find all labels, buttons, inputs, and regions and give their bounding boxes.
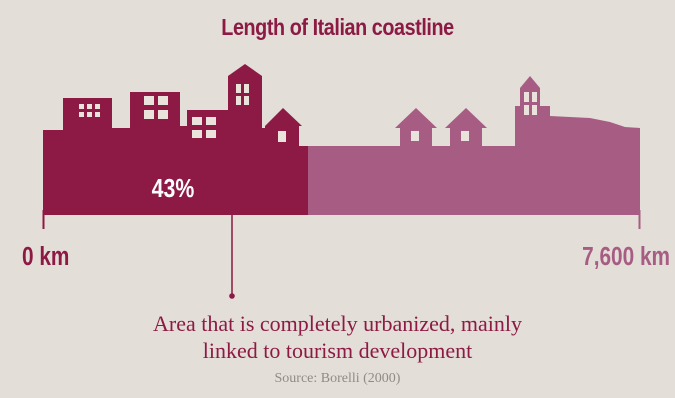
annotation-leader-dot [229,293,235,299]
tower-window [532,92,537,102]
building-window [95,104,100,109]
building-window [206,130,216,138]
source-note: Source: Borelli (2000) [274,371,401,386]
building-window [206,117,216,125]
building-window [192,130,202,138]
tower-window [524,105,529,115]
scale-min-label: 0 km [22,242,69,271]
building-window [95,112,100,117]
tower-window [244,84,249,93]
rest-of-coastline [308,76,640,215]
building-window [144,110,154,119]
annotation-line-1: Area that is completely urbanized, mainl… [153,311,522,336]
scale-max-label: 7,600 km [582,242,670,271]
rest-coastline-bar [308,76,640,215]
building-window [192,117,202,125]
percentage-label: 43% [152,174,195,204]
building-window [79,112,84,117]
tower-window [236,84,241,93]
tower-window [244,96,249,105]
house-window [461,131,469,141]
building-window [158,110,168,119]
tower-window [524,92,529,102]
building-window [79,104,84,109]
building-window [158,96,168,105]
urbanized-coastline-bar [43,64,308,215]
tower-window [236,96,241,105]
tower-window [532,105,537,115]
building-window [87,104,92,109]
annotation-line-2: linked to tourism development [202,338,473,363]
house-window [278,131,286,142]
house-window [411,131,419,141]
building-window [87,112,92,117]
urbanized-coastline [43,64,308,215]
chart-title: Length of Italian coastline [221,14,454,40]
annotation-text: Area that is completely urbanized, mainl… [0,310,675,364]
building-window [144,96,154,105]
